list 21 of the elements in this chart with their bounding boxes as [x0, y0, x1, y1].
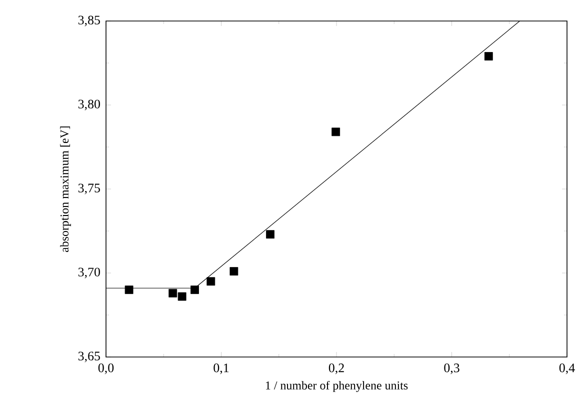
- point: [190, 286, 199, 294]
- point: [124, 286, 134, 294]
- y-tick-label: 3,70: [78, 268, 100, 278]
- x-tick-label: 0,3: [444, 364, 460, 374]
- x-tick-label: 0,4: [559, 364, 575, 374]
- point: [230, 267, 238, 276]
- point: [484, 52, 493, 60]
- point: [206, 277, 216, 286]
- y-tick-label: 3,65: [78, 352, 100, 362]
- point: [178, 292, 186, 301]
- point: [332, 128, 340, 136]
- x-tick-label: 0,0: [98, 364, 114, 374]
- y-axis-title: absorption maximum [eV]: [60, 126, 71, 252]
- x-tick-label: 0,1: [214, 364, 229, 374]
- point: [266, 230, 274, 239]
- point: [168, 288, 178, 298]
- y-tick-label: 3,75: [78, 184, 100, 194]
- y-tick-label: 3,85: [78, 16, 100, 26]
- y-tick-label: 3,80: [78, 100, 100, 110]
- x-axis-title: 1 / number of phenylene units: [266, 380, 408, 392]
- x-tick-label: 0,2: [328, 364, 344, 374]
